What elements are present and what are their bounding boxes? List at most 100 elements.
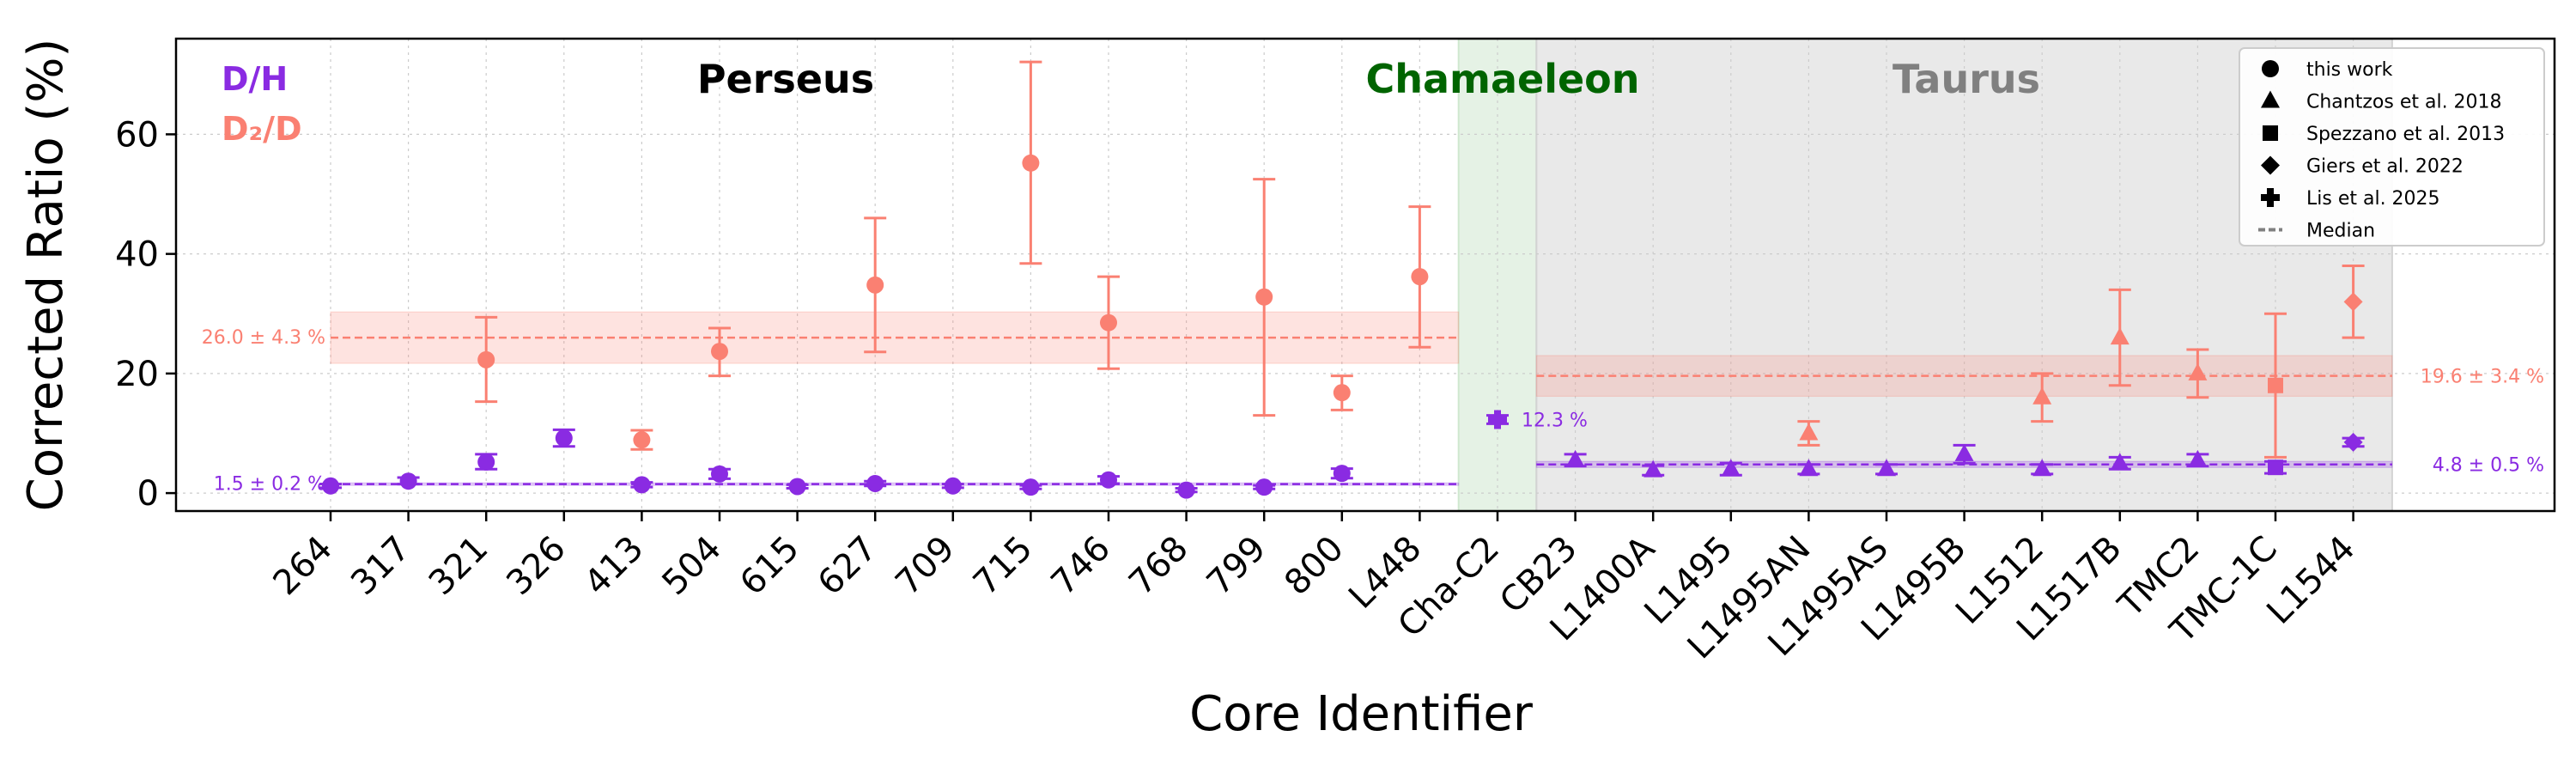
marker-circle: [788, 478, 806, 496]
x-axis-label: Core Identifier: [1189, 686, 1534, 742]
point-dh-tmc-1c: [2264, 460, 2287, 476]
point-dh-l1400a: [1642, 460, 1665, 478]
point-d2d-321: [475, 315, 498, 404]
point-dh-799: [1253, 478, 1276, 496]
point-d2d-l1512: [2031, 372, 2054, 423]
point-dh-709: [941, 477, 964, 495]
marker-square: [2268, 377, 2283, 393]
point-d2d-l1517b: [2108, 288, 2131, 387]
marker-triangle: [2110, 327, 2129, 345]
marker-circle: [944, 477, 962, 495]
marker-circle: [1255, 288, 1273, 306]
y-axis-label: Corrected Ratio (%): [18, 39, 74, 512]
marker-circle: [322, 477, 339, 495]
marker-circle: [399, 472, 417, 490]
marker-triangle: [1877, 459, 1896, 477]
marker-triangle: [2188, 362, 2208, 380]
point-dh-l1495an: [1797, 459, 1820, 477]
point-d2d-800: [1330, 374, 1353, 411]
y-tick-label: 60: [115, 115, 159, 155]
marker-circle: [1022, 478, 1040, 496]
annotations: 1.5 ± 0.2 % 26.0 ± 4.3 % 12.3 % 4.8 ± 0.5 %…: [202, 56, 2544, 496]
marker-triangle: [2032, 459, 2052, 477]
point-dh-615: [786, 478, 809, 496]
point-d2d-627: [864, 216, 887, 354]
point-d2d-746: [1097, 275, 1120, 370]
point-d2d-413: [630, 429, 653, 451]
marker-circle: [1022, 154, 1040, 172]
species-label-dh: D/H: [222, 60, 288, 98]
marker-circle: [1177, 481, 1195, 499]
legend-label: Median: [2306, 221, 2375, 242]
point-d2d-tmc2: [2186, 348, 2209, 399]
legend-label: this work: [2306, 59, 2393, 81]
marker-circle: [477, 453, 495, 471]
marker-triangle: [1643, 460, 1663, 478]
legend-label: Lis et al. 2025: [2306, 188, 2440, 210]
plot-frame: [174, 37, 2556, 513]
marker-triangle: [1954, 443, 1974, 461]
marker-circle: [477, 350, 495, 368]
point-dh-317: [397, 472, 420, 490]
point-dh-326: [552, 428, 575, 448]
legend: D/H D₂/D this work Chantzos et al. 2018 Spez…: [222, 47, 2545, 247]
legend-marker-diamond: [2261, 155, 2280, 175]
legend-label: Giers et al. 2022: [2306, 156, 2464, 178]
marker-circle: [633, 431, 651, 449]
region-label-perseus: Perseus: [697, 56, 874, 102]
legend-marker-circle: [2262, 60, 2279, 77]
marker-plus: [1488, 410, 1507, 429]
legend-label: Chantzos et al. 2018: [2306, 92, 2502, 113]
legend-marker-plus: [2261, 188, 2280, 207]
marker-triangle: [1721, 459, 1741, 477]
marker-circle: [1255, 478, 1273, 496]
marker-circle: [1333, 465, 1351, 483]
point-d2d-715: [1019, 60, 1042, 265]
median-label: 26.0 ± 4.3 %: [202, 327, 325, 349]
legend-label: Spezzano et al. 2013: [2306, 124, 2505, 145]
median-label: 4.8 ± 0.5 %: [2433, 455, 2544, 477]
marker-triangle: [2188, 449, 2208, 467]
marker-triangle: [2110, 453, 2129, 471]
marker-circle: [555, 429, 573, 447]
legend-marker-triangle: [2261, 90, 2280, 108]
point-dh-746: [1097, 471, 1120, 489]
point-dh-800: [1330, 465, 1353, 483]
data-points: [319, 60, 2365, 499]
point-dh-321: [475, 453, 498, 471]
marker-circle: [711, 465, 728, 483]
y-tick-label: 40: [115, 235, 159, 275]
marker-diamond: [2343, 432, 2363, 452]
point-dh-cb23: [1564, 449, 1587, 468]
point-dh-tmc2: [2186, 449, 2209, 468]
point-dh-715: [1019, 478, 1042, 496]
point-dh-l1495b: [1953, 443, 1976, 465]
marker-circle: [711, 343, 728, 361]
point-dh-l1495as: [1875, 459, 1898, 477]
y-tick-label: 20: [115, 355, 159, 394]
marker-circle: [1100, 471, 1117, 489]
point-dh-504: [708, 465, 731, 483]
marker-circle: [633, 476, 651, 494]
marker-diamond: [2343, 292, 2363, 312]
median-label: 1.5 ± 0.2 %: [214, 474, 325, 496]
point-d2d-tmc-1c: [2264, 312, 2287, 459]
marker-triangle: [1565, 449, 1585, 467]
point-d2d-799: [1253, 178, 1276, 417]
marker-triangle: [2032, 386, 2052, 405]
y-tick-label: 0: [137, 474, 159, 514]
point-dh-l1517b: [2108, 453, 2131, 471]
legend-box: [2239, 47, 2545, 247]
region-label-chamaeleon: Chamaeleon: [1365, 56, 1639, 102]
marker-circle: [1411, 268, 1429, 286]
point-dh-l1512: [2031, 459, 2054, 477]
point-d2d-l1544: [2342, 265, 2365, 339]
marker-circle: [866, 276, 884, 294]
marker-triangle: [1799, 423, 1819, 441]
point-d2d-l1495an: [1797, 420, 1820, 447]
median-label: 12.3 %: [1522, 410, 1588, 431]
point-dh-l1495: [1719, 459, 1742, 477]
marker-square: [2268, 460, 2283, 476]
point-dh-413: [630, 476, 653, 494]
